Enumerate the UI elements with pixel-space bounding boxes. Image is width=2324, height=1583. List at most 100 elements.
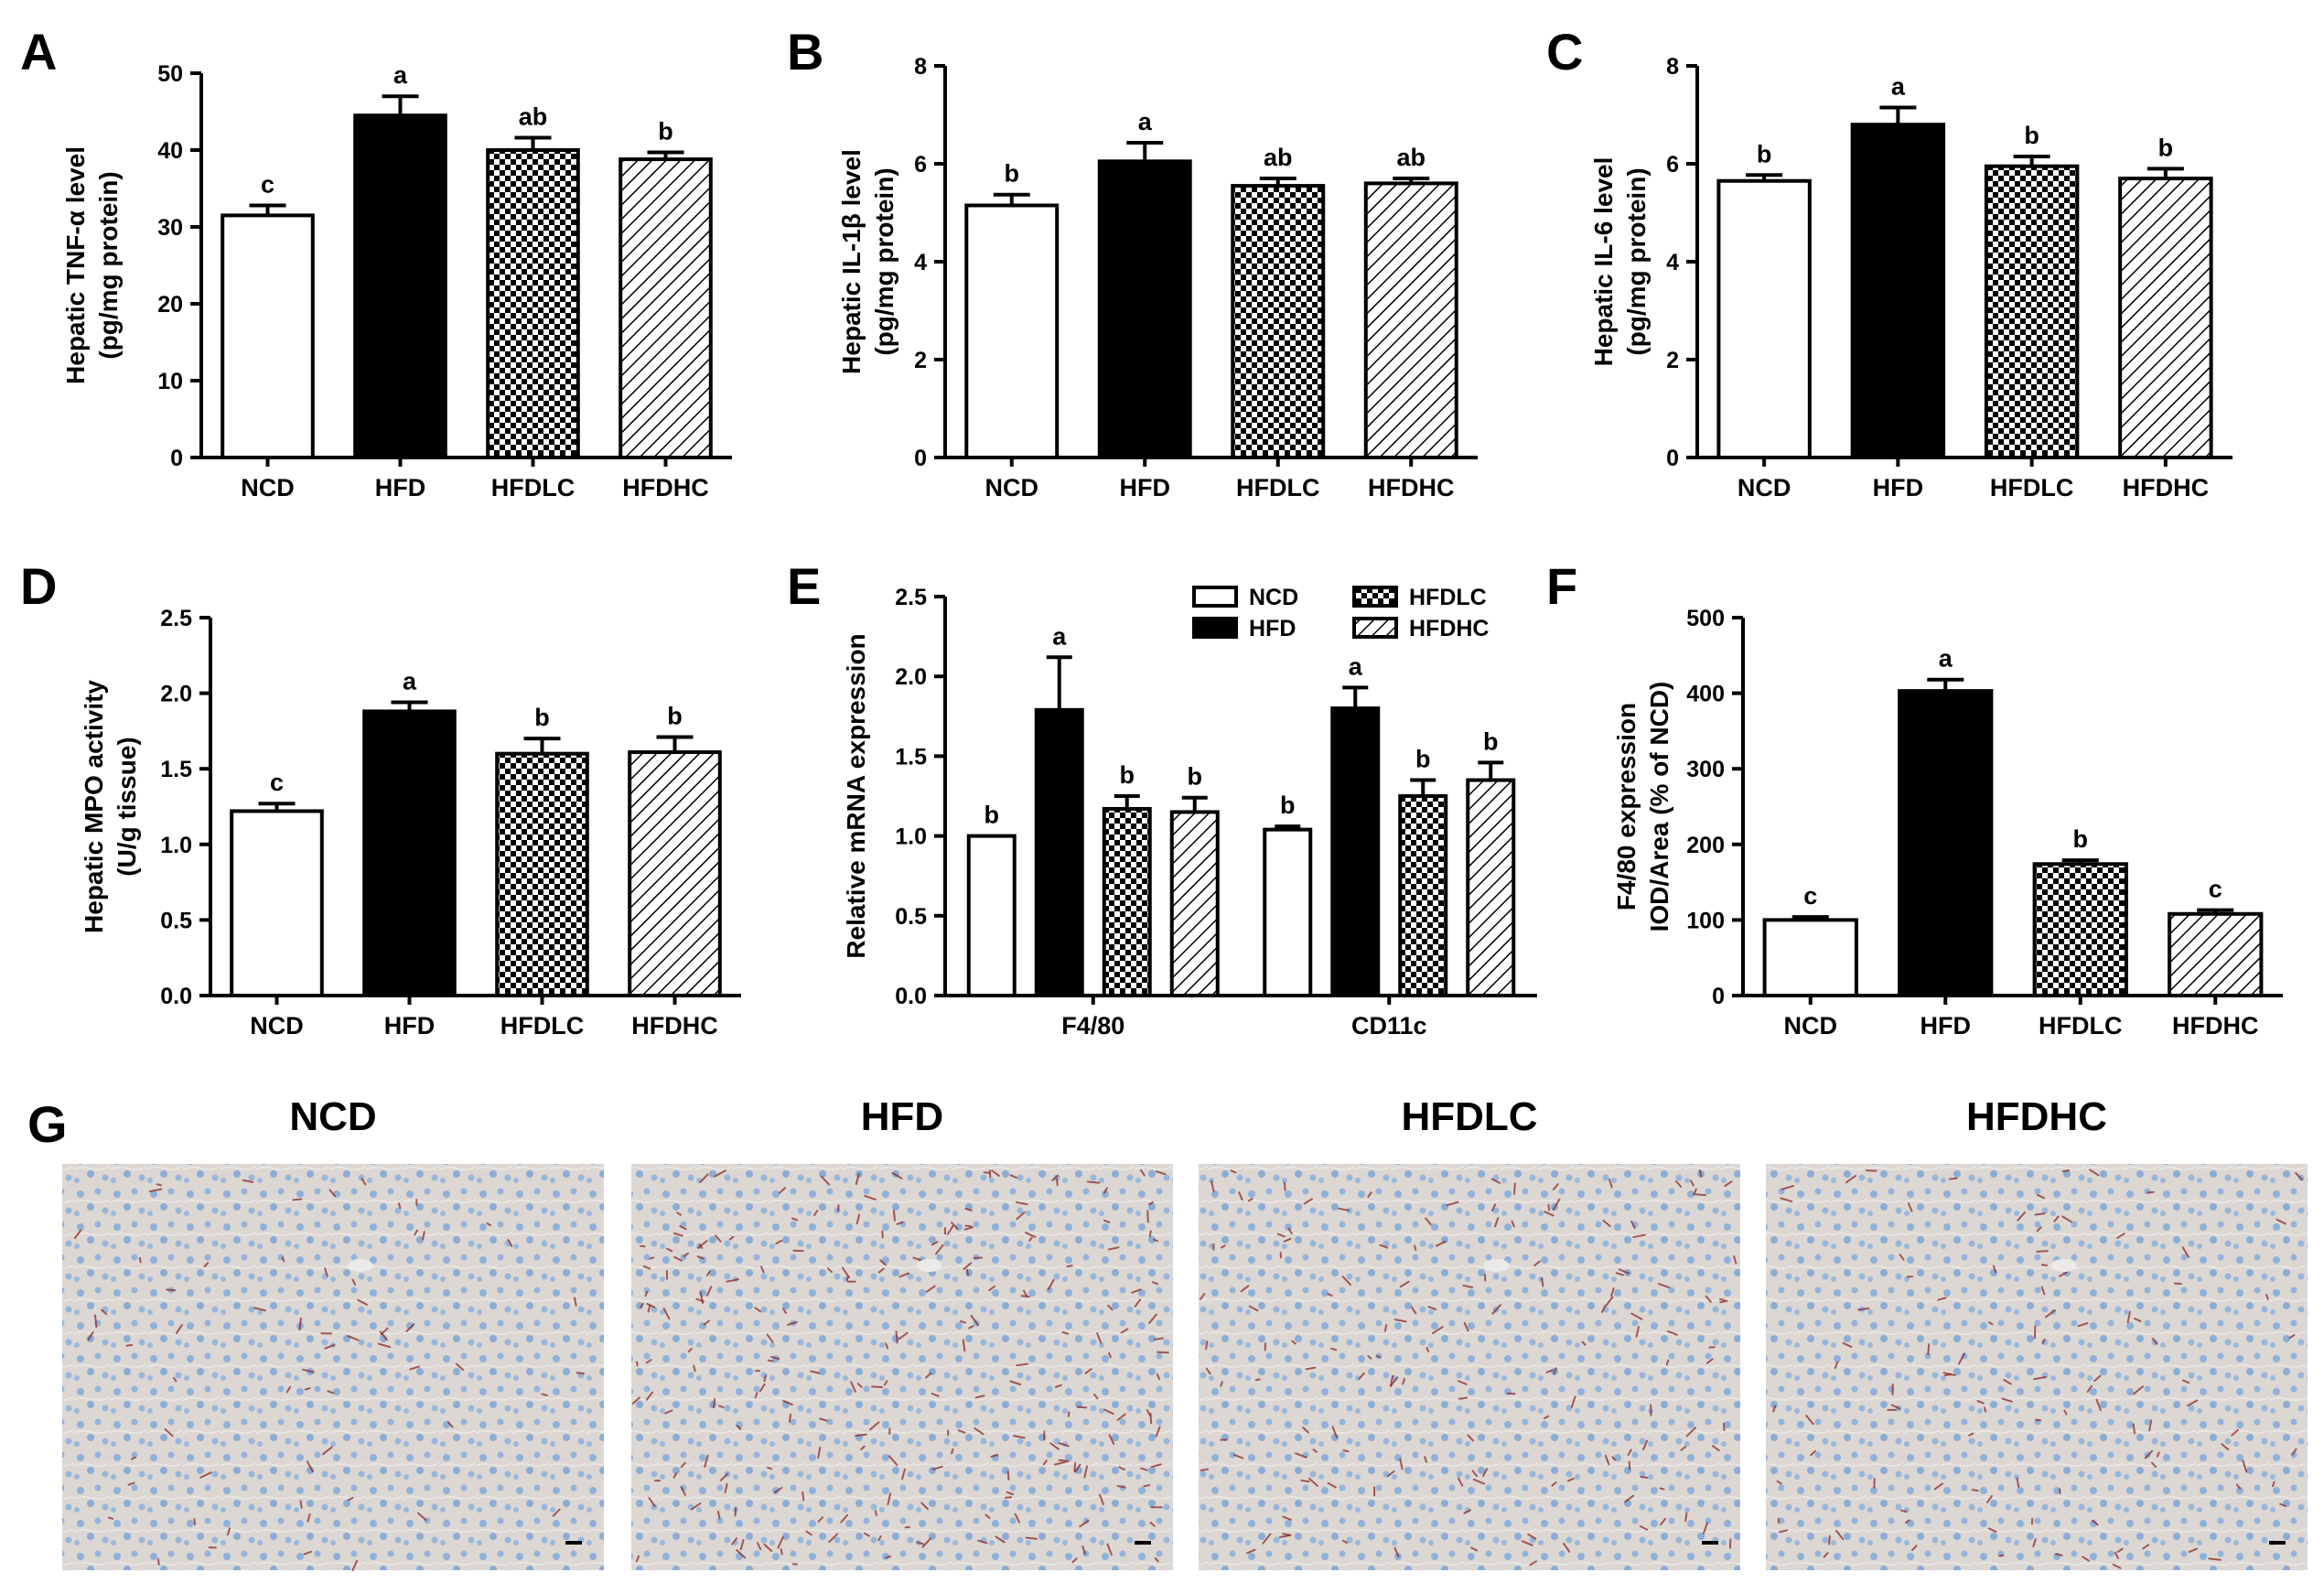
stain-mark [1937,1297,1947,1301]
stain-mark [1635,1326,1640,1338]
stain-mark [767,1359,774,1362]
stain-mark [357,1298,368,1306]
stain-mark [766,1333,774,1343]
stain-mark [324,1343,336,1350]
stain-mark [1058,1442,1070,1448]
stain-mark [988,1285,995,1292]
stain-mark [1262,1533,1272,1545]
stain-mark [888,1455,898,1467]
stain-mark [1467,1434,1475,1442]
stain-mark [486,1222,492,1227]
stain-mark [877,1267,885,1274]
y-tick-label: 4 [1666,250,1679,275]
stain-mark [1927,1343,1931,1356]
stain-mark [1845,1174,1857,1184]
bar-hfdlc [1984,164,2080,460]
stain-mark [1987,1527,1997,1533]
stain-mark [1081,1545,1086,1556]
x-tick-label: NCD [1738,474,1791,501]
bar-hfd [1898,689,1994,997]
stain-mark [2077,1322,2089,1328]
stain-mark [1220,1244,1226,1249]
stain-mark [1684,1512,1688,1523]
significance-letter: a [403,668,417,695]
stain-mark [1302,1427,1309,1434]
stain-mark [552,1508,561,1517]
y-tick-label: 0.5 [160,908,192,933]
stain-mark [850,1381,856,1393]
stain-mark [1630,1312,1643,1320]
stain-mark [767,1466,773,1470]
micrograph-hfd: HFD [631,1094,1173,1570]
stain-mark [1049,1442,1060,1450]
stain-mark [1665,1359,1670,1366]
bar-hfd [362,709,457,997]
y-tick-label: 2.0 [895,664,927,690]
significance-letter: c [1803,882,1817,910]
stain-mark [864,1532,871,1537]
stain-mark [891,1172,903,1179]
legend-swatch [1352,617,1398,639]
stain-mark [1131,1288,1142,1294]
stain-mark [173,1376,178,1383]
stain-mark [1006,1470,1010,1481]
stain-mark [1148,1201,1155,1206]
stain-mark [156,1183,162,1187]
stain-mark [1140,1467,1148,1471]
bar-hfdlc [486,148,580,459]
stain-mark [2276,1218,2286,1225]
x-tick-label: HFDLC [1990,474,2073,501]
vein [347,1259,373,1272]
stain-mark [306,1460,314,1472]
stain-mark [1533,1260,1541,1266]
micrograph-title: NCD [289,1094,376,1139]
stain-mark [1457,1477,1464,1487]
y-tick-label: 6 [914,152,927,178]
stain-mark [1632,1233,1646,1239]
stain-mark [1462,1284,1474,1288]
stain-mark [705,1270,711,1276]
significance-letter: b [1120,761,1135,789]
stain-mark [377,1342,392,1349]
stain-mark [1156,1373,1161,1381]
stain-mark [1393,1319,1407,1323]
tissue-image [1766,1164,2308,1570]
significance-letter: b [2158,134,2174,161]
stain-mark [693,1364,696,1373]
stain-mark [879,1259,888,1266]
chart-panel-a: A 0 10 20 30 40 50 Hepatic TNF-α level (pg/mg pr… [20,23,732,501]
stain-mark [683,1252,690,1257]
stain-mark [2208,1557,2222,1561]
stain-mark [360,1178,367,1186]
stain-mark [931,1241,939,1246]
stain-mark [1327,1481,1337,1489]
micrograph-ncd: NCD [62,1094,604,1572]
stain-mark [203,1262,210,1268]
stain-mark [864,1195,877,1201]
stain-mark [1431,1326,1444,1335]
stain-mark [307,1513,311,1523]
stain-mark [662,1307,671,1320]
stain-mark [1028,1236,1033,1242]
stain-mark [631,1396,640,1405]
stain-mark [1718,1298,1726,1301]
stain-mark [2142,1544,2150,1550]
stain-mark [1157,1351,1169,1354]
x-tick-label: HFD [375,474,426,501]
bar-ncd-cd11c [1263,827,1313,998]
stain-mark [845,1276,849,1281]
stain-mark [2133,1385,2145,1395]
panel-letter: D [20,557,57,615]
stain-mark [148,1188,163,1193]
stain-mark [1425,1217,1432,1226]
stain-mark [934,1244,944,1255]
stain-mark [1780,1197,1793,1203]
stain-mark [2221,1443,2230,1451]
stain-mark [802,1491,805,1502]
bar-hfdhc [1363,181,1458,459]
stain-mark [1472,1478,1486,1485]
stain-mark [175,1324,183,1334]
stain-mark [2126,1310,2131,1323]
y-axis-title: Hepatic TNF-α level [61,146,90,384]
